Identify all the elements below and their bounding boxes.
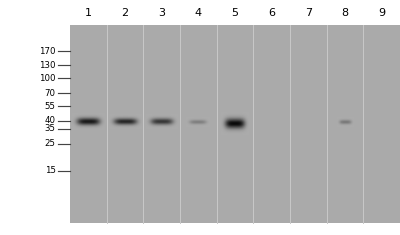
Text: 40: 40	[44, 117, 56, 125]
Text: 7: 7	[305, 8, 312, 18]
Text: 15: 15	[44, 166, 56, 175]
Text: 1: 1	[85, 8, 92, 18]
Text: 130: 130	[39, 61, 56, 70]
Text: 5: 5	[232, 8, 238, 18]
Text: 6: 6	[268, 8, 275, 18]
Text: 100: 100	[39, 74, 56, 83]
Text: 8: 8	[342, 8, 348, 18]
Text: 4: 4	[195, 8, 202, 18]
Text: 25: 25	[44, 139, 56, 148]
Text: 9: 9	[378, 8, 385, 18]
Text: 170: 170	[39, 47, 56, 56]
Text: 55: 55	[44, 102, 56, 111]
Text: 3: 3	[158, 8, 165, 18]
Text: 35: 35	[44, 124, 56, 133]
Bar	[70, 25, 400, 223]
Text: 70: 70	[44, 89, 56, 98]
Text: 2: 2	[122, 8, 128, 18]
